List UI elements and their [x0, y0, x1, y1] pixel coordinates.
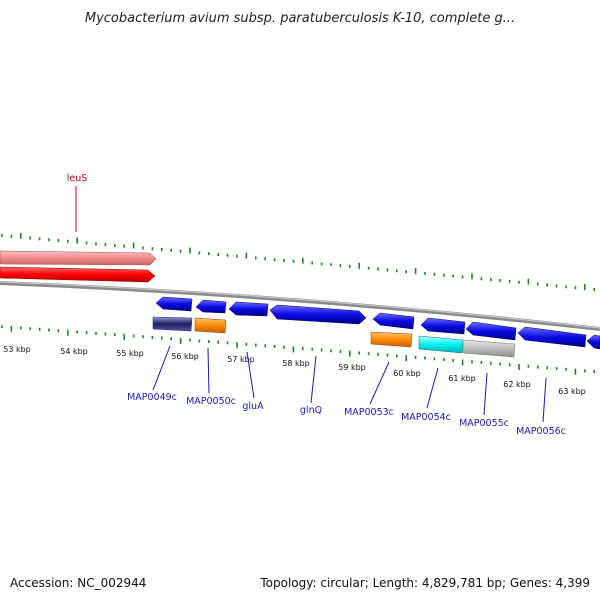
- gene-leader-line: [369, 361, 390, 405]
- kbp-label: 54 kbp: [60, 347, 88, 356]
- gene-leader-line: [246, 351, 255, 399]
- forward-strand-genes: [0, 250, 157, 283]
- map-title: Mycobacterium avium subsp. paratuberculo…: [85, 11, 515, 26]
- feature-map0053c-orange[interactable]: [370, 331, 413, 348]
- gene-leus-feature[interactable]: [0, 250, 157, 266]
- feature-map0050c-orange[interactable]: [194, 317, 227, 334]
- gene-leader-line: [483, 372, 488, 416]
- leus-label[interactable]: leuS: [67, 173, 88, 184]
- reverse-strand-genes-row1: [155, 296, 600, 350]
- gene-leus-cds[interactable]: [0, 266, 156, 283]
- reverse-strand-ticks: [1, 325, 596, 375]
- gene-leader-line: [310, 355, 317, 404]
- kbp-label: 53 kbp: [3, 345, 31, 354]
- gene-labels: MAP0049c MAP0050c gluA glnQ MAP0053c MAP0054c…: [127, 345, 566, 437]
- kbp-label: 62 kbp: [503, 380, 531, 389]
- gene-map0054c[interactable]: [420, 317, 466, 335]
- gene-leader-line: [152, 345, 171, 391]
- kbp-label: 57 kbp: [227, 355, 255, 364]
- genome-summary-text: Topology: circular; Length: 4,829,781 bp…: [259, 576, 590, 590]
- kbp-scale: 53 kbp 54 kbp 55 kbp 56 kbp 57 kbp 58 kbp 59 k…: [3, 345, 586, 396]
- gene-glua[interactable]: [228, 301, 269, 317]
- feature-map0049c-navy[interactable]: [152, 316, 193, 332]
- kbp-label: 58 kbp: [282, 359, 310, 368]
- feature-map0054c-cyan[interactable]: [418, 335, 464, 354]
- gene-map0056c[interactable]: [517, 326, 587, 348]
- kbp-label: 60 kbp: [393, 369, 421, 378]
- gene-leader-line: [542, 377, 547, 423]
- gene-map0050c[interactable]: [195, 299, 227, 314]
- gene-label[interactable]: MAP0056c: [516, 426, 566, 437]
- gene-label[interactable]: glnQ: [300, 405, 322, 416]
- gene-label[interactable]: MAP0053c: [344, 407, 394, 418]
- gene-leader-line: [207, 347, 210, 394]
- accession-text: Accession: NC_002944: [10, 576, 146, 590]
- gene-label[interactable]: MAP0054c: [401, 412, 451, 423]
- gene-label[interactable]: MAP0055c: [459, 418, 509, 429]
- kbp-label: 56 kbp: [171, 352, 199, 361]
- feature-map0055c-gray[interactable]: [462, 339, 516, 358]
- gene-map0049c[interactable]: [155, 296, 193, 312]
- gene-label[interactable]: gluA: [242, 401, 264, 412]
- kbp-label: 61 kbp: [448, 374, 476, 383]
- gene-map0053c[interactable]: [372, 312, 415, 330]
- kbp-label: 63 kbp: [558, 387, 586, 396]
- gene-label[interactable]: MAP0050c: [186, 396, 236, 407]
- kbp-label: 55 kbp: [116, 349, 144, 358]
- kbp-label: 59 kbp: [338, 363, 366, 372]
- reverse-strand-features-row2: [152, 316, 516, 358]
- genome-backbone: [0, 281, 600, 331]
- gene-glnq[interactable]: [269, 304, 367, 325]
- gene-leader-line: [426, 367, 439, 409]
- gene-next[interactable]: [586, 334, 600, 350]
- forward-strand-ticks: [1, 232, 596, 292]
- gene-label[interactable]: MAP0049c: [127, 392, 177, 403]
- gene-map0055c[interactable]: [465, 321, 517, 341]
